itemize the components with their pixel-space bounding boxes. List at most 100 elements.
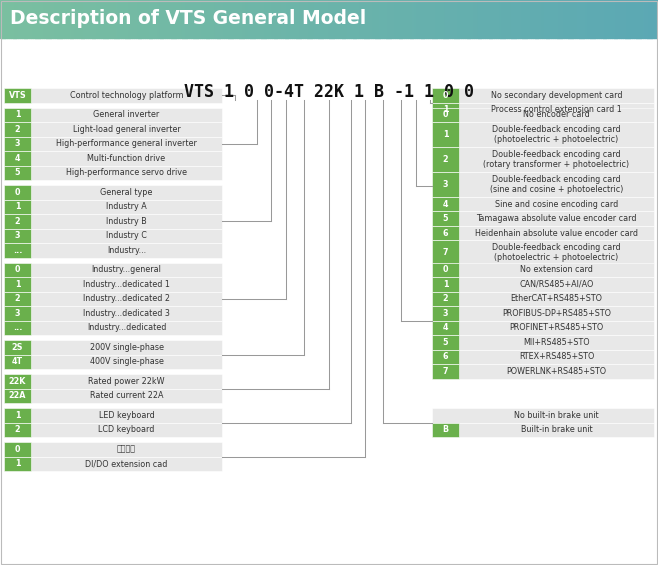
Bar — [434, 0, 437, 38]
Bar — [432, 292, 459, 306]
Bar — [362, 0, 365, 38]
Bar — [395, 0, 397, 38]
Bar — [432, 88, 654, 102]
Bar — [134, 0, 136, 38]
Bar — [478, 0, 481, 38]
Bar — [239, 0, 241, 38]
Bar — [204, 0, 207, 38]
Bar — [432, 240, 654, 265]
Bar — [432, 350, 459, 364]
Bar — [592, 0, 595, 38]
Text: High-performance servo drive: High-performance servo drive — [66, 168, 187, 177]
Bar — [528, 0, 531, 38]
Text: 3: 3 — [14, 231, 20, 240]
Bar — [4, 88, 31, 102]
Bar — [559, 0, 562, 38]
Text: 5: 5 — [14, 168, 20, 177]
Bar — [351, 0, 353, 38]
Bar — [432, 226, 654, 240]
Bar — [432, 306, 654, 320]
Bar — [542, 0, 544, 38]
Bar — [465, 0, 468, 38]
Bar — [452, 0, 455, 38]
Bar — [322, 0, 325, 38]
Text: Industry C: Industry C — [106, 231, 147, 240]
Bar — [4, 277, 31, 292]
Bar — [4, 137, 31, 151]
Bar — [632, 0, 634, 38]
Text: EtherCAT+RS485+STO: EtherCAT+RS485+STO — [511, 294, 603, 303]
Bar — [193, 0, 195, 38]
Bar — [413, 0, 415, 38]
Bar — [4, 442, 31, 457]
Text: 3: 3 — [443, 308, 448, 318]
Bar — [224, 0, 226, 38]
Bar — [439, 0, 442, 38]
Bar — [272, 0, 274, 38]
Bar — [278, 0, 281, 38]
Bar — [4, 185, 31, 199]
Bar — [4, 263, 31, 277]
Bar — [314, 0, 316, 38]
Bar — [432, 107, 654, 122]
Bar — [305, 0, 307, 38]
Bar — [261, 0, 264, 38]
Bar — [447, 0, 450, 38]
Bar — [4, 374, 222, 389]
Bar — [173, 0, 176, 38]
Text: Rated power 22kW: Rated power 22kW — [88, 377, 164, 386]
Bar — [432, 147, 654, 172]
Bar — [4, 199, 222, 214]
Bar — [230, 0, 233, 38]
Bar — [4, 263, 222, 277]
Bar — [245, 0, 248, 38]
Text: RTEX+RS485+STO: RTEX+RS485+STO — [519, 352, 594, 361]
Text: General inverter: General inverter — [93, 110, 160, 119]
Bar — [638, 0, 641, 38]
Bar — [263, 0, 266, 38]
Text: Multi-function drive: Multi-function drive — [88, 154, 166, 163]
Bar — [570, 0, 573, 38]
Bar — [634, 0, 636, 38]
Text: 1: 1 — [14, 202, 20, 211]
Text: 2: 2 — [443, 155, 448, 164]
Bar — [59, 0, 62, 38]
Bar — [432, 320, 654, 335]
Bar — [625, 0, 628, 38]
Bar — [13, 0, 16, 38]
Bar — [44, 0, 47, 38]
Bar — [432, 423, 459, 437]
Text: Tamagawa absolute value encoder card: Tamagawa absolute value encoder card — [476, 214, 637, 223]
Text: No extension card: No extension card — [520, 265, 593, 274]
Text: 0: 0 — [14, 445, 20, 454]
Bar — [443, 0, 445, 38]
Text: 6: 6 — [443, 229, 448, 237]
Bar — [432, 364, 654, 379]
Bar — [4, 277, 222, 292]
Bar — [31, 0, 34, 38]
Bar — [645, 0, 647, 38]
Bar — [421, 0, 424, 38]
Bar — [630, 0, 632, 38]
Bar — [132, 0, 134, 38]
Bar — [507, 0, 509, 38]
Bar — [480, 0, 483, 38]
Bar — [103, 0, 106, 38]
Bar — [86, 0, 88, 38]
Bar — [197, 0, 200, 38]
Text: Industry A: Industry A — [106, 202, 147, 211]
Bar — [566, 0, 569, 38]
Text: 0: 0 — [443, 91, 448, 100]
Bar — [463, 0, 465, 38]
Bar — [588, 0, 590, 38]
Bar — [505, 0, 507, 38]
Bar — [515, 0, 518, 38]
Text: 0: 0 — [443, 110, 448, 119]
Bar — [482, 0, 485, 38]
Bar — [163, 0, 165, 38]
Bar — [94, 0, 97, 38]
Bar — [347, 0, 349, 38]
Bar — [77, 0, 80, 38]
Bar — [4, 389, 222, 403]
Bar — [393, 0, 395, 38]
